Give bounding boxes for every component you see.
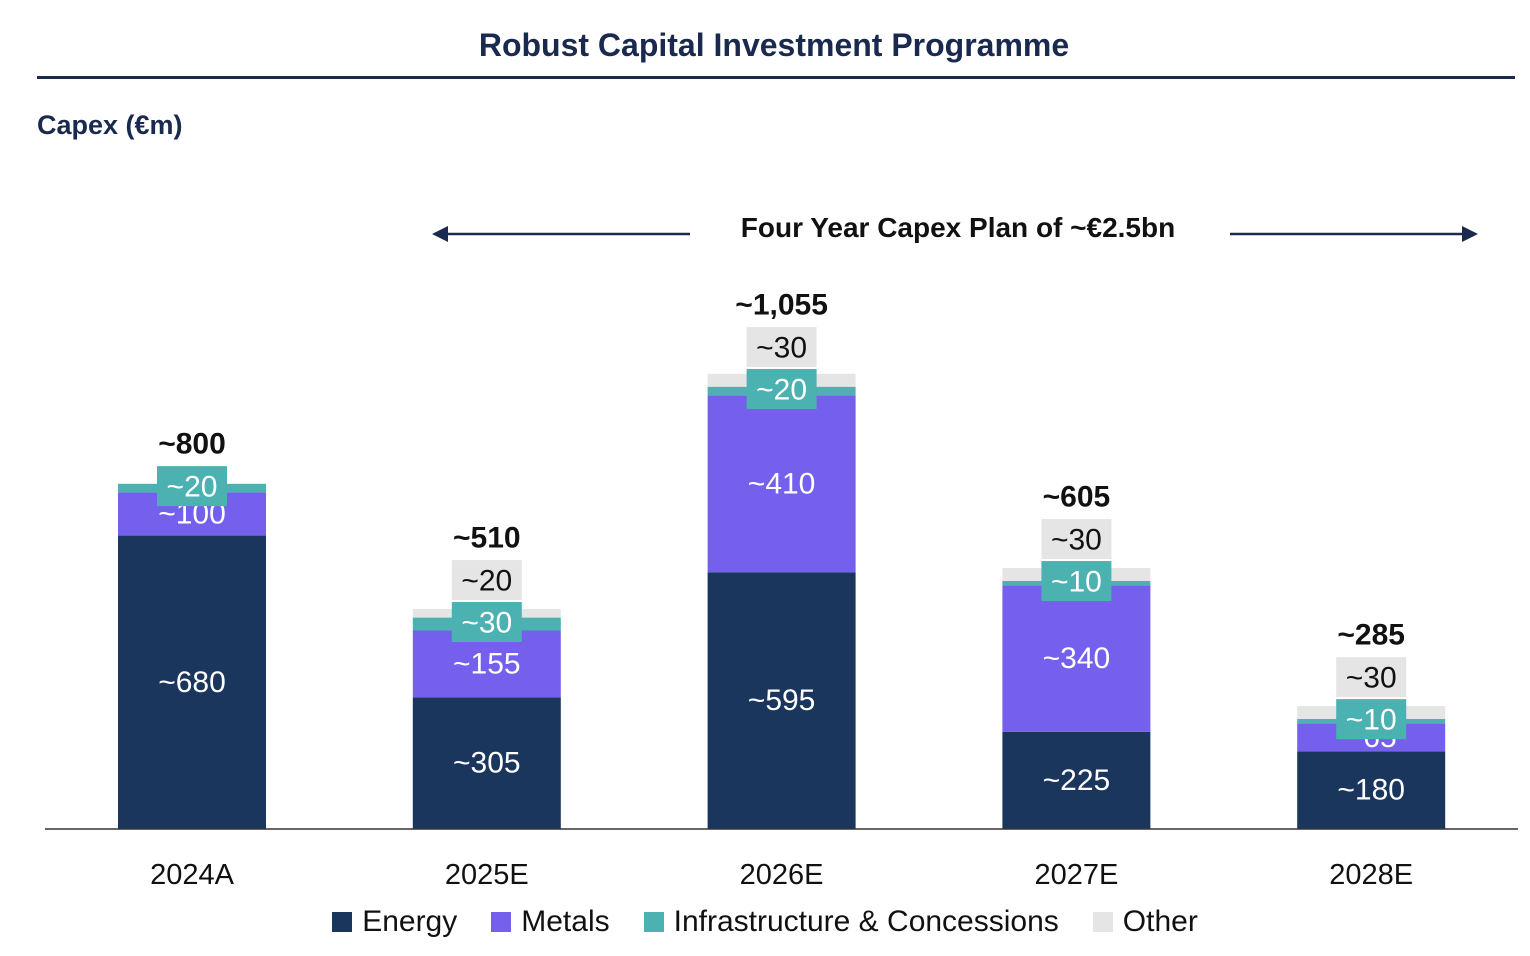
x-tick-label-2028E: 2028E [1329, 859, 1413, 891]
value-box-other-2027E [1041, 519, 1112, 560]
bar-energy-2026E [707, 572, 856, 829]
total-label-2024A: ~800 [158, 428, 226, 461]
value-box-infrastructure-concessions-2028E [1336, 699, 1407, 740]
legend-swatch-metals [491, 912, 512, 932]
legend-swatch-other [1092, 912, 1113, 932]
data-label-metals-2025E: ~155 [453, 647, 521, 680]
data-label-infrastructure-concessions-2027E: ~10 [1051, 566, 1102, 599]
bar-energy-2027E [1002, 731, 1151, 829]
y-axis-label: Capex (€m) [37, 110, 183, 140]
bar-energy-2024A [118, 535, 266, 829]
data-label-other-2028E: ~30 [1346, 662, 1397, 695]
legend-label-infrastructure-concessions: Infrastructure & Concessions [673, 905, 1059, 938]
legend-item-infrastructure-concessions: Infrastructure & Concessions [643, 905, 1059, 939]
bar-metals-2027E [1002, 585, 1151, 732]
total-label-2026E: ~1,055 [735, 289, 828, 322]
legend-label-energy: Energy [362, 905, 458, 938]
value-box-other-2026E [746, 327, 817, 368]
total-label-2027E: ~605 [1043, 481, 1111, 514]
title-divider [37, 76, 1515, 79]
data-label-other-2027E: ~30 [1051, 524, 1102, 557]
data-label-infrastructure-concessions-2026E: ~20 [756, 374, 807, 407]
data-label-infrastructure-concessions-2028E: ~10 [1346, 704, 1397, 737]
value-box-infrastructure-concessions-2027E [1041, 561, 1112, 602]
capex-plan-annotation: Four Year Capex Plan of ~€2.5bn [740, 212, 1176, 243]
data-label-energy-2025E: ~305 [453, 747, 521, 780]
data-label-infrastructure-concessions-2025E: ~30 [461, 607, 512, 640]
arrow-left-icon [432, 226, 690, 242]
legend-label-other: Other [1122, 905, 1198, 938]
legend-item-energy: Energy [332, 905, 457, 939]
legend-label-metals: Metals [521, 905, 610, 938]
data-label-energy-2024A: ~680 [158, 666, 226, 699]
legend-swatch-energy [332, 912, 353, 932]
data-label-energy-2027E: ~225 [1043, 764, 1111, 797]
value-box-infrastructure-concessions-2024A [157, 466, 227, 507]
data-label-metals-2027E: ~340 [1043, 642, 1111, 675]
legend-item-metals: Metals [491, 905, 610, 939]
data-label-other-2026E: ~30 [756, 332, 807, 365]
data-label-other-2025E: ~20 [461, 565, 512, 598]
arrow-right-icon [1230, 226, 1478, 242]
chart-title: Robust Capital Investment Programme [478, 27, 1070, 63]
bar-energy-2028E [1297, 751, 1446, 829]
total-label-2025E: ~510 [453, 522, 521, 555]
legend-item-other: Other [1092, 905, 1198, 939]
data-label-infrastructure-concessions-2024A: ~20 [167, 471, 218, 504]
bar-energy-2025E [412, 697, 561, 829]
x-tick-label-2027E: 2027E [1034, 859, 1118, 891]
data-label-energy-2026E: ~595 [748, 684, 816, 717]
value-box-other-2028E [1336, 657, 1407, 698]
data-label-metals-2026E: ~410 [748, 467, 816, 500]
x-tick-label-2024A: 2024A [150, 859, 235, 891]
value-box-infrastructure-concessions-2025E [451, 602, 522, 643]
bar-metals-2026E [707, 395, 856, 573]
value-box-infrastructure-concessions-2026E [746, 369, 817, 410]
chart-legend: Energy Metals Infrastructure & Concessions… [0, 905, 1530, 939]
x-tick-label-2026E: 2026E [740, 859, 824, 891]
total-label-2028E: ~285 [1337, 619, 1405, 652]
x-tick-label-2025E: 2025E [445, 859, 529, 891]
legend-swatch-infrastructure-concessions [643, 912, 664, 932]
data-label-energy-2028E: ~180 [1337, 774, 1405, 807]
value-box-other-2025E [451, 560, 522, 601]
